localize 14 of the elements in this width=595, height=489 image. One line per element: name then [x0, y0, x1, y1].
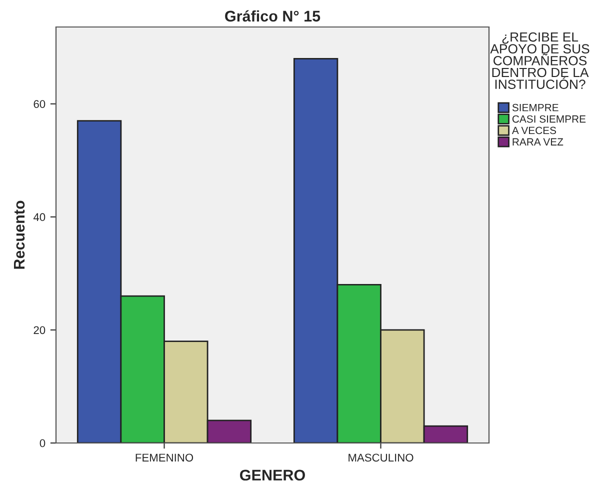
- x-tick-label: MASCULINO: [348, 454, 414, 462]
- y-tick-label: 20: [34, 326, 46, 334]
- legend-label: SIEMPRE: [512, 104, 558, 112]
- legend-label: RARA VEZ: [512, 138, 564, 146]
- y-tick-label: 40: [33, 213, 46, 222]
- y-axis-title: Recuento: [14, 200, 25, 269]
- legend-title: ¿RECIBE EL APOYO DE SUS COMPAÑEROS DENTRO DE LA INSTITUCIÓN?: [490, 32, 590, 89]
- legend-label: A VECES: [512, 126, 556, 134]
- legend-label: CASI SIEMPRE: [512, 115, 586, 123]
- chart-title: Gráfico N° 15: [225, 10, 320, 22]
- x-tick-label: FEMENINO: [136, 454, 194, 462]
- x-axis-title: GENERO: [240, 470, 305, 481]
- y-tick-label: 60: [34, 100, 46, 108]
- y-tick-label: 0: [40, 439, 46, 448]
